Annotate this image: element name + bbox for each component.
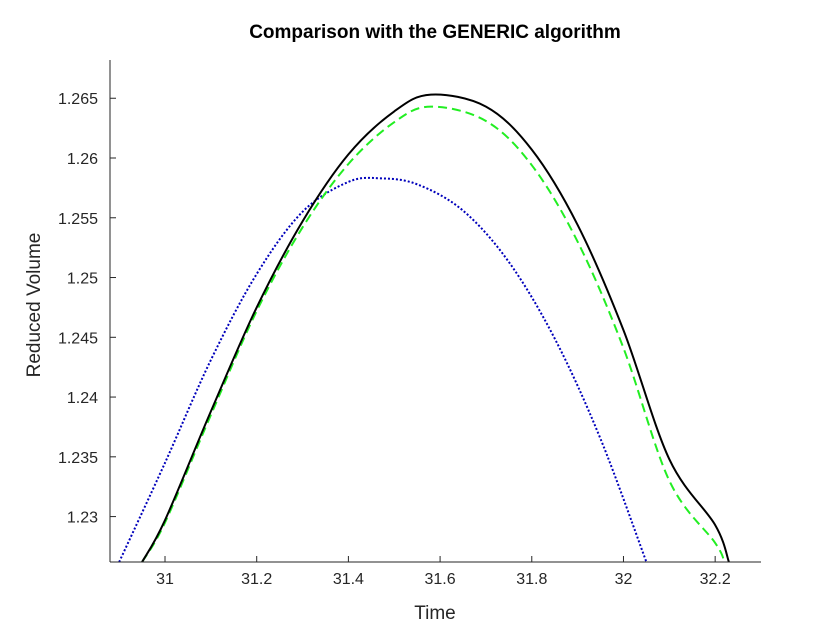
y-tick-label: 1.25 [67,271,98,288]
y-tick-label: 1.24 [67,390,98,407]
x-tick-label: 31.8 [516,571,547,588]
y-axis-label: Reduced Volume [24,233,45,378]
y-tick-label: 1.26 [67,151,98,168]
axes-layer [109,60,761,563]
series-layer [118,93,730,562]
x-tick-label: 31.4 [333,571,364,588]
y-tick-label: 1.245 [58,330,98,347]
series-line-dashed [141,105,726,562]
x-tick-label: 31.6 [425,571,456,588]
plot-background [110,60,761,562]
y-tick-label: 1.235 [58,450,98,467]
x-tick-label: 31.2 [241,571,272,588]
ticks-layer: 31 31.2 31.4 31.6 31.8 32 32.2 1.23 1.235 1.24 1.2… [58,91,731,588]
x-axis-label: Time [414,603,456,624]
plot-area [110,60,761,562]
series-line-solid [141,93,730,562]
y-tick-label: 1.255 [58,211,98,228]
y-tick-label: 1.265 [58,91,98,108]
y-tick-label: 1.23 [67,510,98,527]
x-tick-label: 32 [615,571,633,588]
series-line-dotted [118,176,648,562]
chart-title: Comparison with the GENERIC algorithm [249,22,621,43]
x-tick-label: 31 [156,571,174,588]
x-tick-label: 32.2 [700,571,731,588]
